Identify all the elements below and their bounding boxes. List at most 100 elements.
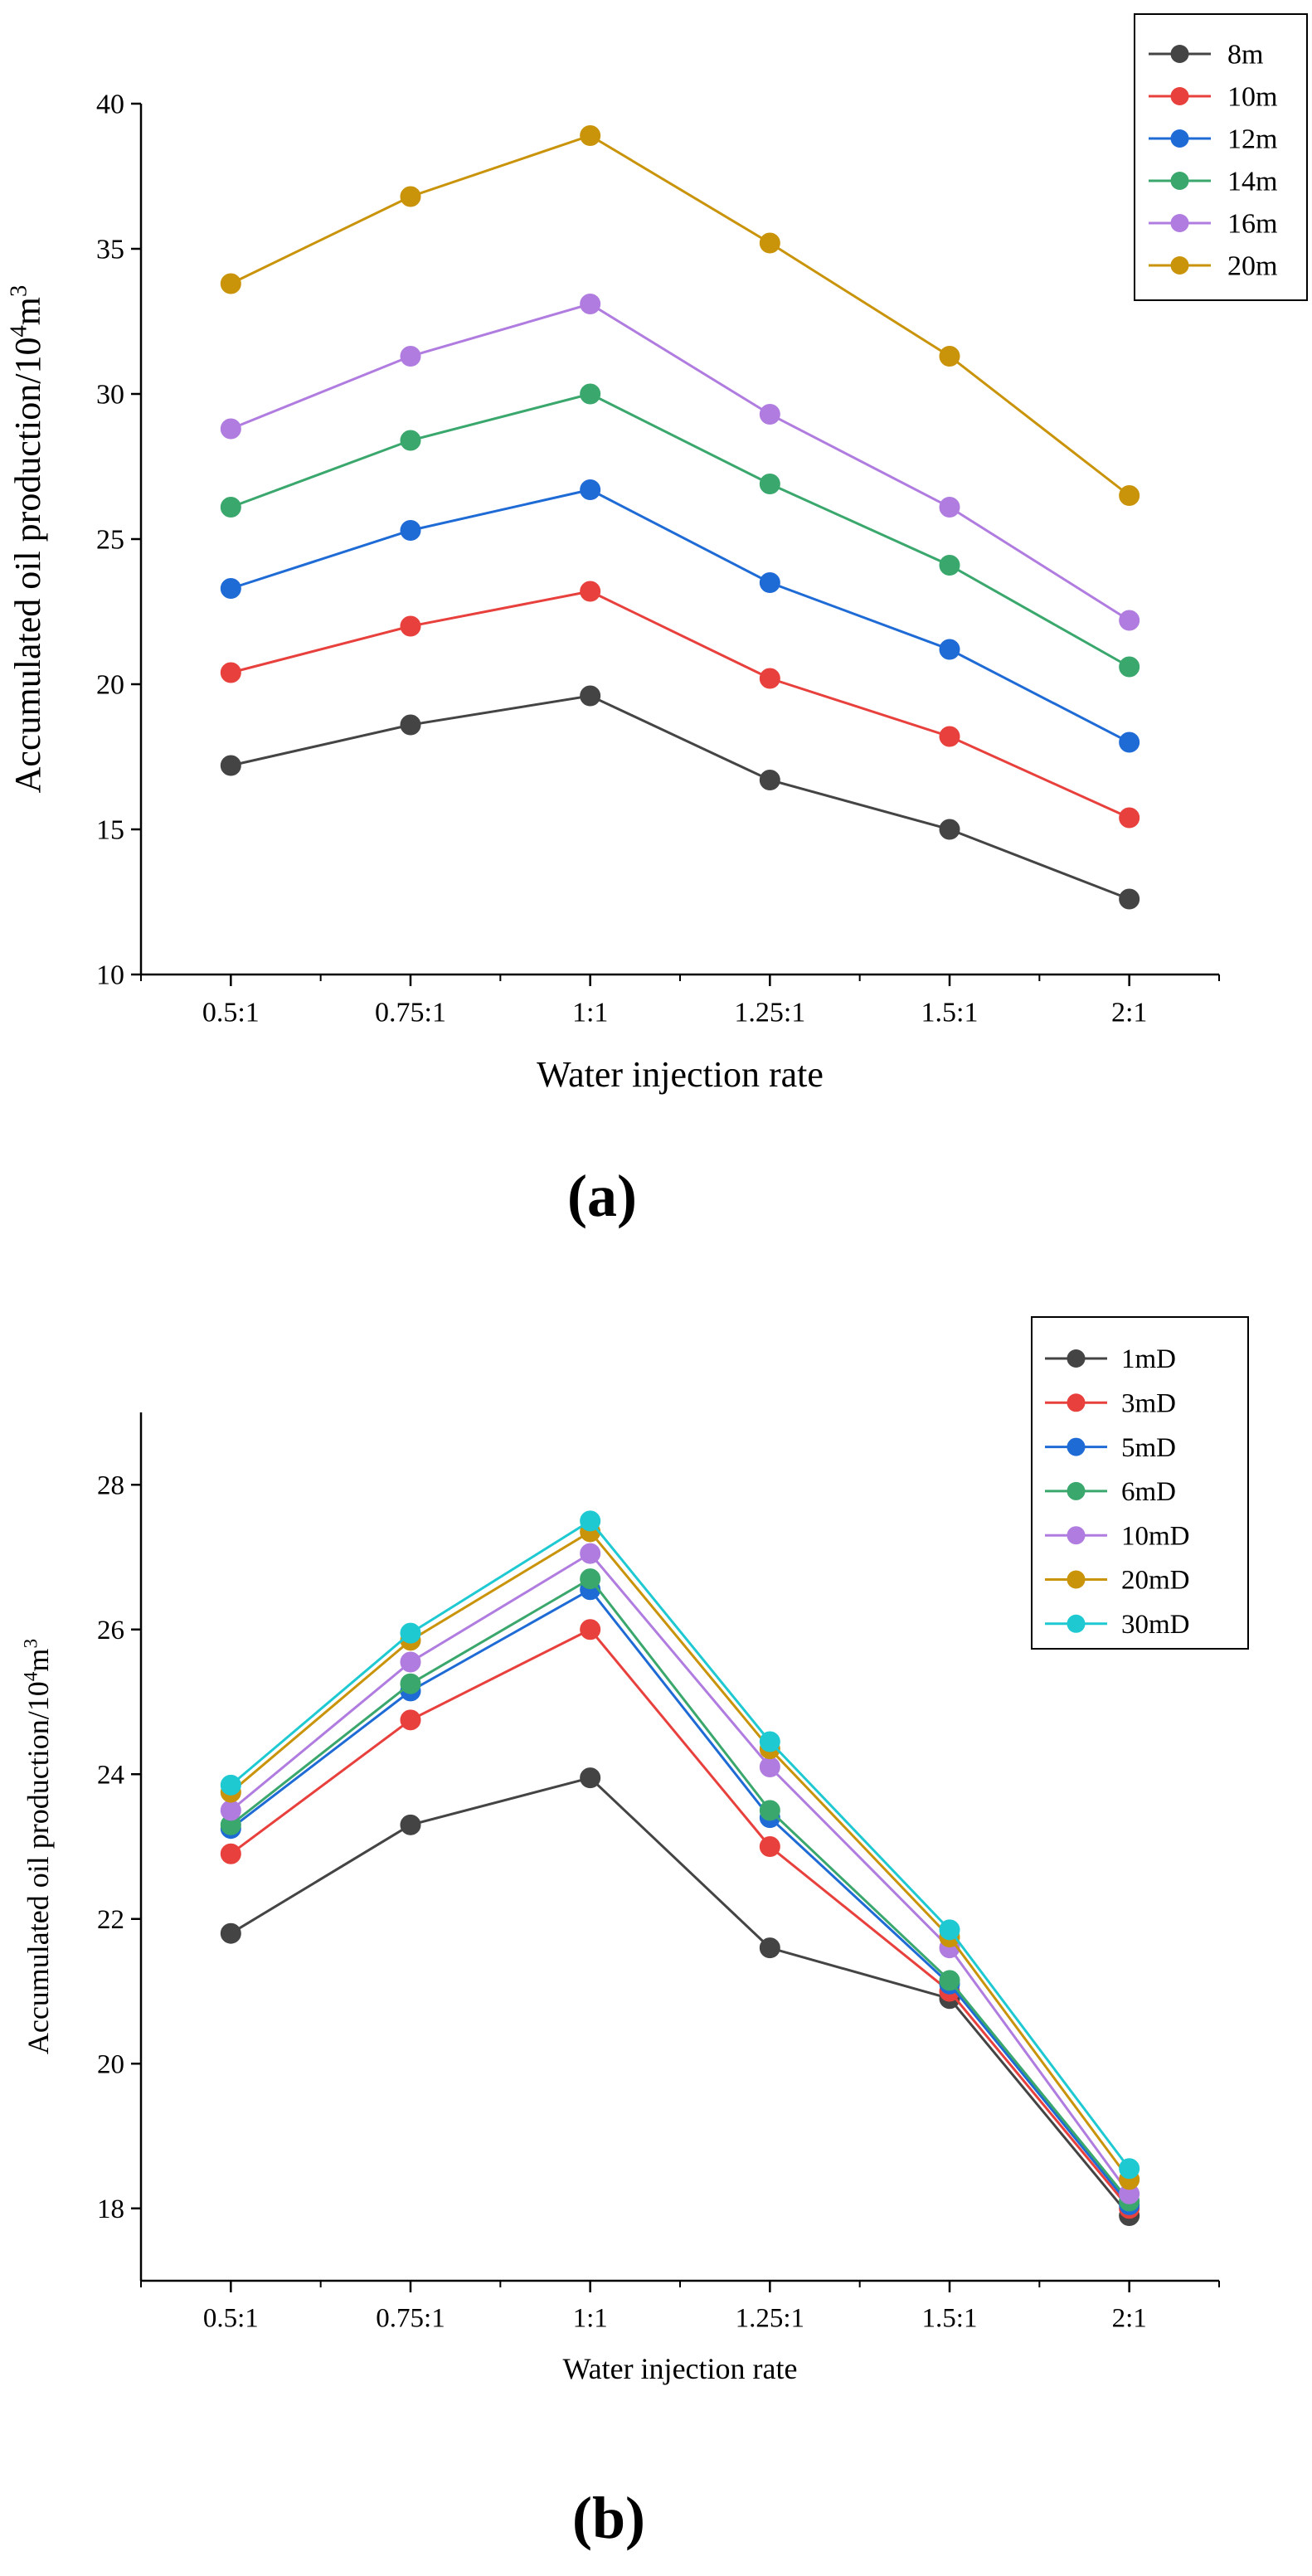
a-point-14m — [220, 497, 241, 518]
b-point-1mD — [580, 1767, 601, 1789]
b-series-line-5mD — [230, 1587, 1130, 2206]
a-point-10m — [580, 581, 601, 602]
a-point-10m — [1119, 807, 1140, 829]
a-point-20m — [400, 186, 421, 207]
a-x-tick-label: 0.75:1 — [375, 998, 446, 1028]
b-legend-label: 10mD — [1121, 1521, 1190, 1551]
b-point-10mD — [759, 1757, 780, 1778]
a-point-20m — [220, 273, 241, 294]
a-y-label-base: Accumulated oil production/10 — [7, 337, 48, 793]
panel-b-caption: (b) — [572, 2485, 645, 2551]
b-legend-label: 5mD — [1121, 1433, 1176, 1463]
a-legend: 8m 10m 12m 14m 16m 20m — [1134, 13, 1308, 301]
a-point-16m — [220, 418, 241, 440]
a-legend-marker — [1170, 256, 1189, 275]
a-series-line-8m — [231, 694, 1130, 901]
b-point-30mD — [220, 1774, 241, 1796]
b-series-line-20mD — [230, 1530, 1130, 2180]
a-legend-marker — [1170, 172, 1189, 190]
b-point-1mD — [759, 1937, 780, 1959]
a-point-14m — [939, 555, 960, 576]
a-series-line-10m — [230, 590, 1130, 819]
a-point-20m — [939, 346, 960, 367]
a-point-16m — [759, 404, 780, 425]
a-point-8m — [1119, 888, 1140, 910]
b-point-30mD — [400, 1622, 421, 1644]
b-legend-marker — [1067, 1570, 1086, 1589]
b-legend-label: 1mD — [1121, 1344, 1176, 1374]
a-point-20m — [759, 232, 780, 254]
a-point-8m — [759, 770, 780, 790]
a-y-label-exp: 3 — [6, 285, 32, 297]
panel-a-caption: (a) — [567, 1163, 637, 1229]
a-y-tick-label: 10 — [96, 960, 124, 991]
a-legend-marker — [1170, 87, 1189, 105]
a-y-tick-label: 30 — [96, 380, 124, 411]
b-x-axis-label: Water injection rate — [563, 2352, 798, 2385]
a-y-label-unit: m — [7, 297, 48, 325]
a-point-14m — [759, 474, 780, 494]
b-legend-item: 20mD — [1045, 1566, 1190, 1596]
a-legend-label: 20m — [1227, 251, 1277, 282]
b-point-3mD — [759, 1836, 780, 1857]
a-point-8m — [220, 755, 241, 776]
b-point-6mD — [400, 1673, 421, 1694]
a-x-tick-label: 0.5:1 — [202, 998, 260, 1028]
a-y-tick-label: 40 — [96, 90, 124, 120]
a-point-12m — [759, 572, 780, 593]
b-point-10mD — [220, 1800, 241, 1821]
a-point-14m — [400, 430, 421, 451]
a-series-line-12m — [230, 488, 1130, 744]
b-point-1mD — [220, 1922, 241, 1944]
b-legend-marker — [1067, 1393, 1086, 1412]
b-series-line-3mD — [230, 1627, 1130, 2209]
panel-a-chart: 10 15 20 25 30 35 40 0.5:1 0.75:1 1:1 1.25:1 1.5:1 2… — [6, 13, 1308, 1095]
a-y-tick-label: 25 — [96, 525, 124, 556]
b-point-10mD — [400, 1651, 421, 1673]
b-x-tick-label: 1:1 — [573, 2303, 608, 2333]
a-legend-item: 8m — [1149, 40, 1263, 70]
a-point-12m — [220, 578, 241, 599]
b-point-3mD — [580, 1619, 601, 1640]
b-series-line-1mD — [230, 1776, 1130, 2217]
a-point-10m — [759, 668, 780, 689]
a-point-10m — [220, 662, 241, 683]
b-legend-marker — [1067, 1481, 1086, 1500]
a-point-8m — [939, 819, 960, 840]
a-y-tick-label: 35 — [96, 235, 124, 265]
a-point-14m — [580, 383, 601, 405]
a-x-tick-label: 2:1 — [1111, 998, 1147, 1028]
b-x-tick-label: 1.25:1 — [736, 2303, 804, 2333]
a-point-10m — [939, 726, 960, 747]
b-legend-label: 3mD — [1121, 1389, 1176, 1419]
b-y-label-exp: 3 — [20, 1639, 41, 1649]
b-y-axis-label: Accumulated oil production/104m3 — [20, 1639, 55, 2054]
b-y-label-exp: 4 — [20, 1671, 41, 1681]
b-legend-label: 30mD — [1121, 1610, 1190, 1640]
b-legend-box — [1031, 1316, 1249, 1650]
b-y-tick-label: 20 — [97, 2049, 124, 2079]
b-x-tick-label: 0.5:1 — [203, 2303, 259, 2333]
b-legend-marker — [1067, 1526, 1086, 1545]
b-point-3mD — [400, 1709, 421, 1731]
a-point-12m — [580, 479, 601, 500]
a-legend-marker — [1170, 129, 1189, 148]
b-series-line-30mD — [230, 1519, 1130, 2170]
a-point-16m — [1119, 610, 1140, 631]
b-legend-item: 6mD — [1045, 1477, 1176, 1507]
a-point-12m — [400, 520, 421, 541]
a-legend-item: 10m — [1149, 82, 1277, 113]
b-legend: 1mD 3mD 5mD 6mD 10mD 20mD 30mD — [1031, 1316, 1249, 1650]
b-point-6mD — [759, 1800, 780, 1821]
b-legend-item: 10mD — [1045, 1521, 1190, 1551]
b-y-label-base: Accumulated oil production/10 — [22, 1681, 55, 2054]
b-legend-label: 20mD — [1121, 1566, 1190, 1596]
a-y-axis-label: Accumulated oil production/104m3 — [6, 285, 48, 794]
a-legend-marker — [1170, 214, 1189, 232]
a-point-20m — [1119, 485, 1140, 506]
b-point-6mD — [580, 1568, 601, 1590]
a-point-10m — [400, 615, 421, 637]
b-series-line-10mD — [230, 1552, 1130, 2195]
b-legend-item: 3mD — [1045, 1389, 1176, 1419]
